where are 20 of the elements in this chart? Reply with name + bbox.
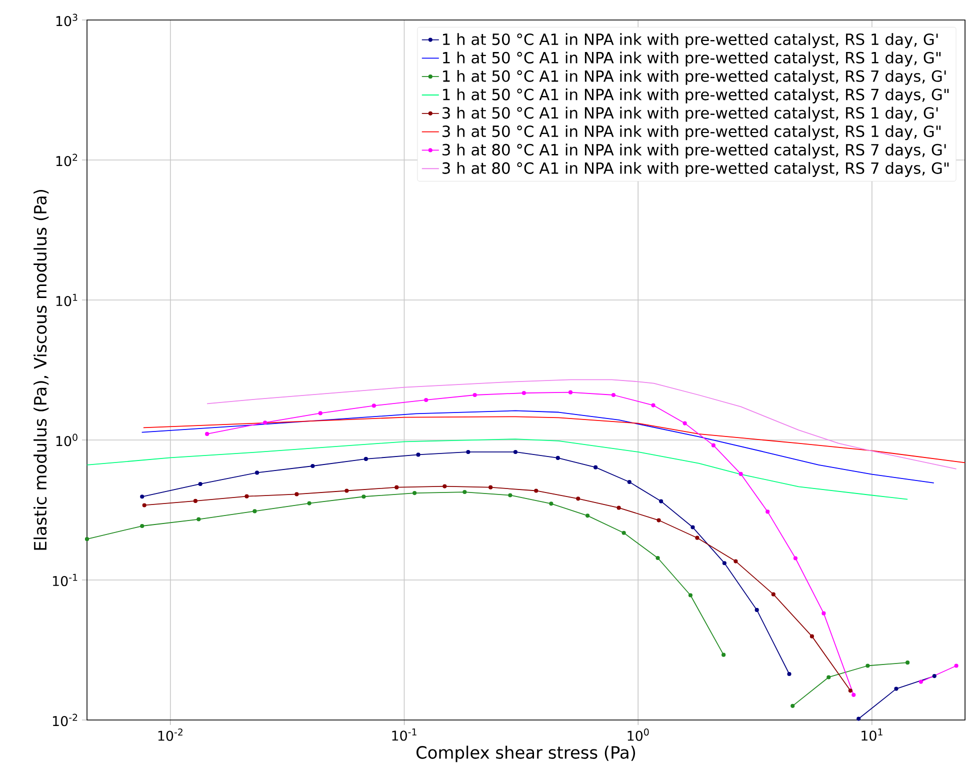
- legend-label: 1 h at 50 °C A1 in NPA ink with pre-wetted catalyst, RS 7 days, G": [443, 88, 949, 104]
- y-tick-label: 10$^{2}$: [56, 154, 78, 166]
- y-tick-label: 10$^{-2}$: [52, 714, 78, 726]
- x-tick-label: 10$^{0}$: [628, 728, 649, 741]
- legend-label: 3 h at 80 °C A1 in NPA ink with pre-wetted catalyst, RS 7 days, G": [442, 162, 949, 177]
- y-axis-title: Elastic modulus (Pa), Viscous modulus (Pa): [34, 190, 49, 550]
- legend-label: 1 h at 50 °C A1 in NPA ink with pre-wetted catalyst, RS 1 day, G": [443, 52, 941, 67]
- y-tick-label: 10$^{-1}$: [52, 574, 78, 586]
- x-axis-title: Complex shear stress (Pa): [416, 746, 636, 762]
- x-tick-label: 10$^{-2}$: [158, 728, 182, 741]
- y-tick-label: 10$^{3}$: [56, 14, 78, 26]
- x-tick-label: 10$^{-1}$: [392, 728, 416, 741]
- y-tick-label: 10$^{0}$: [56, 434, 78, 446]
- legend-label: 1 h at 50 °C A1 in NPA ink with pre-wetted catalyst, RS 1 day, G': [443, 33, 938, 48]
- legend-label: 3 h at 50 °C A1 in NPA ink with pre-wetted catalyst, RS 1 day, G": [442, 125, 941, 140]
- y-tick-label: 10$^{1}$: [56, 294, 78, 306]
- legend-label: 3 h at 50 °C A1 in NPA ink with pre-wetted catalyst, RS 1 day, G': [442, 106, 938, 122]
- x-tick-label: 10$^{1}$: [862, 728, 882, 741]
- legend-label: 1 h at 50 °C A1 in NPA ink with pre-wetted catalyst, RS 7 days, G': [443, 70, 946, 85]
- legend-label: 3 h at 80 °C A1 in NPA ink with pre-wetted catalyst, RS 7 days, G': [442, 144, 946, 159]
